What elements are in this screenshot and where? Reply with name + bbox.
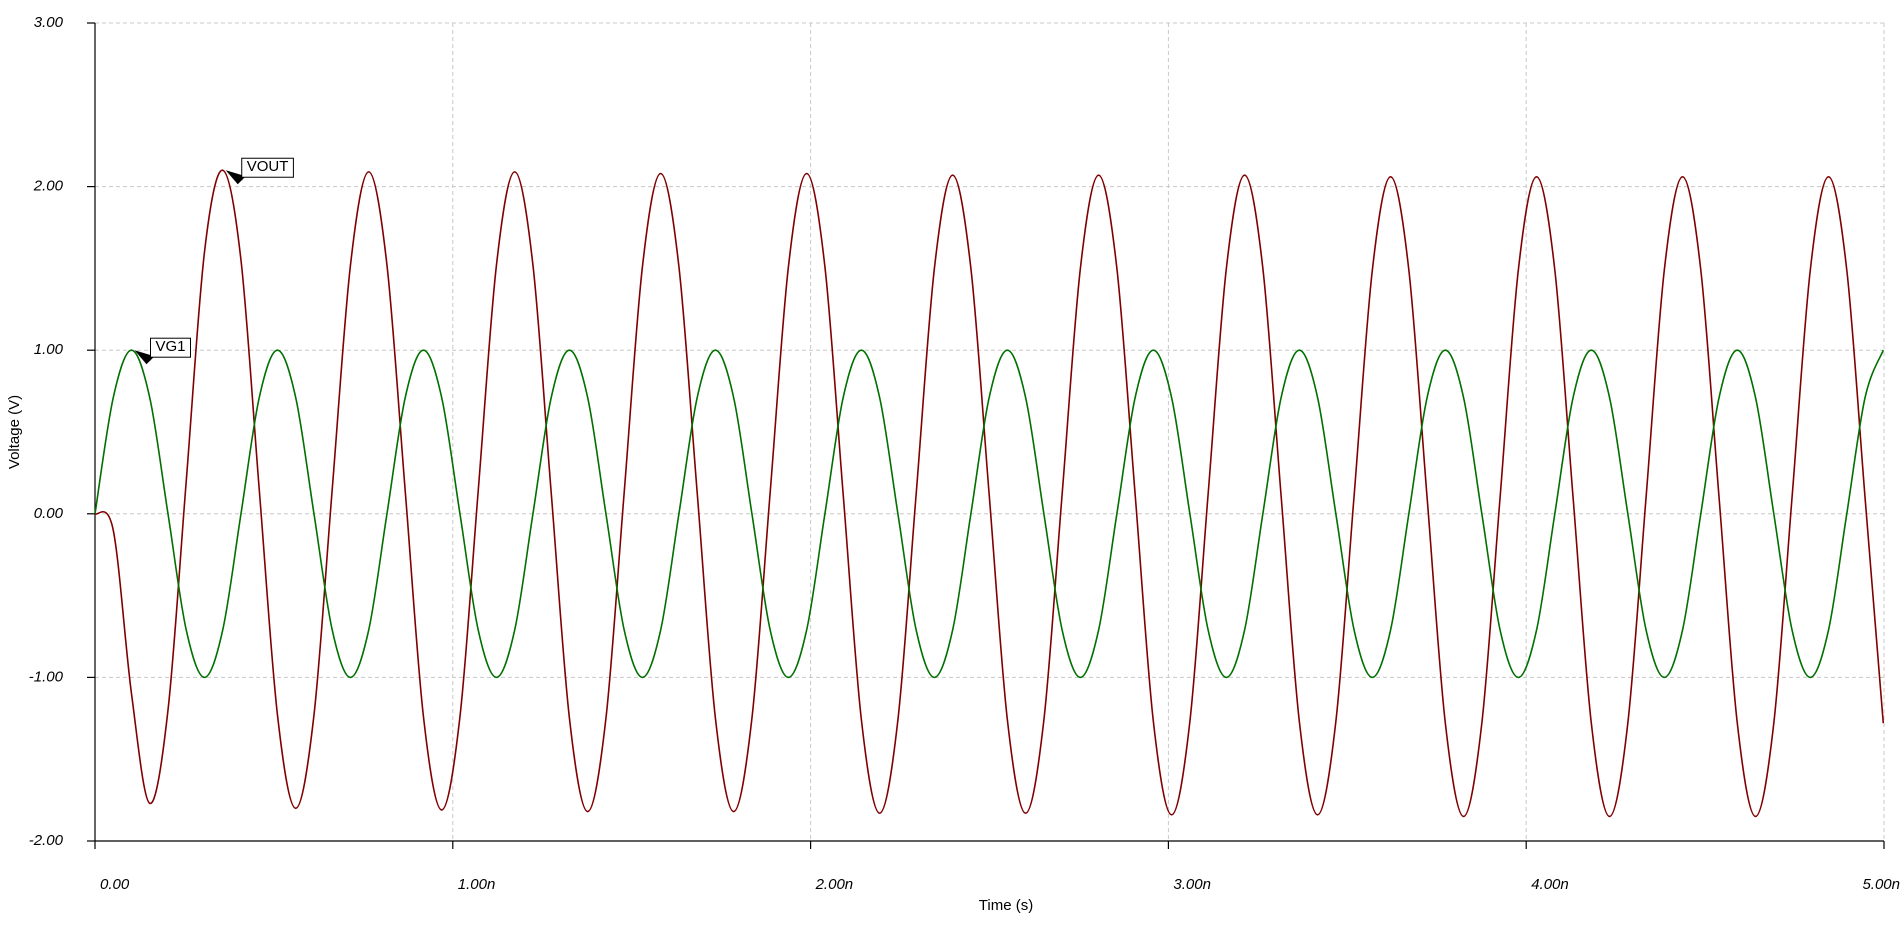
y-axis-label: Voltage (V) — [6, 395, 23, 469]
x-axis-label: Time (s) — [979, 897, 1033, 914]
x-tick-label: 4.00n — [1531, 876, 1569, 893]
series-label-box — [149, 337, 192, 358]
y-tick-label: -1.00 — [29, 668, 64, 685]
x-tick-label: 2.00n — [815, 876, 854, 893]
series-line — [94, 349, 1885, 679]
series-line — [94, 169, 1885, 818]
x-tick-label: 1.00n — [458, 876, 496, 893]
y-tick-label: -2.00 — [29, 832, 64, 849]
series-label: VOUT — [247, 158, 289, 175]
callout-arrow — [134, 350, 155, 365]
y-tick-label: 3.00 — [34, 14, 64, 31]
y-tick-label: 1.00 — [34, 341, 64, 358]
x-tick-label: 5.00n — [1862, 876, 1900, 893]
y-tick-label: 0.00 — [34, 505, 64, 522]
y-tick-label: 2.00 — [33, 178, 64, 195]
series-label: VG1 — [155, 338, 185, 355]
x-tick-label: 0.00 — [100, 876, 130, 893]
series-label-box — [241, 157, 294, 178]
callout-arrow — [225, 170, 246, 185]
x-tick-label: 3.00n — [1173, 876, 1211, 893]
